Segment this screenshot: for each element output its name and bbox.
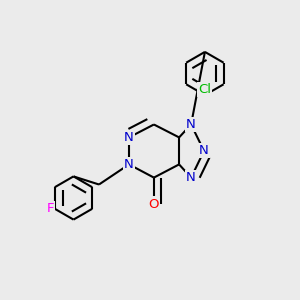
Text: N: N [199, 144, 209, 158]
Text: N: N [124, 158, 134, 171]
Text: O: O [149, 197, 159, 211]
Text: N: N [186, 118, 196, 131]
Text: Cl: Cl [198, 82, 212, 96]
Text: F: F [46, 202, 54, 215]
Text: N: N [124, 131, 134, 144]
Text: N: N [186, 171, 196, 184]
